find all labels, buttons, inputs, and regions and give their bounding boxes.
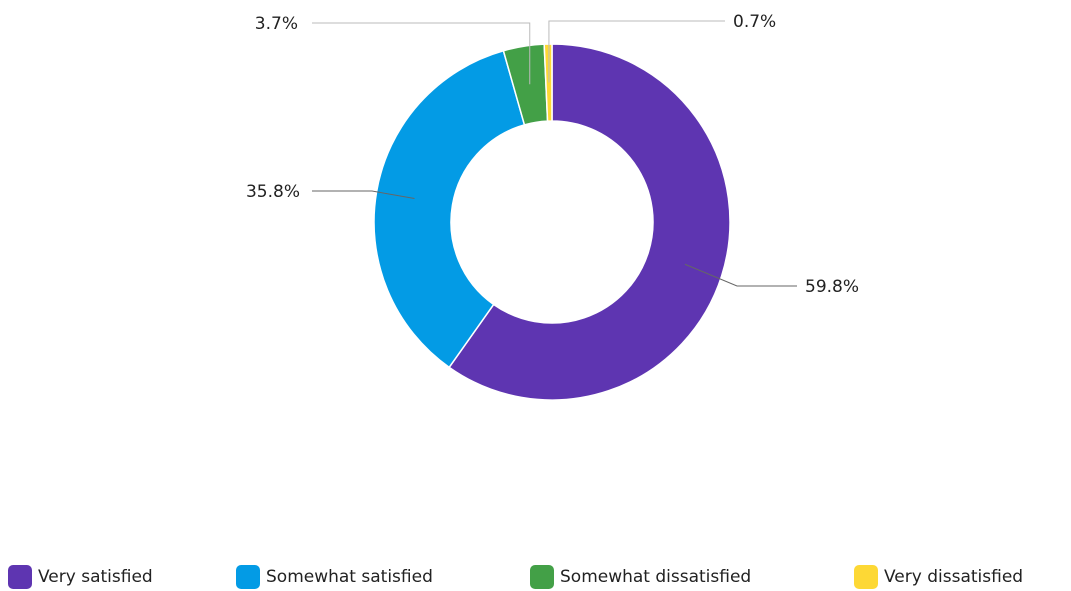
chart-legend: Very satisfied Somewhat satisfied Somewh… bbox=[8, 564, 1068, 590]
donut-chart: 59.8% 35.8% 3.7% 0.7% bbox=[246, 12, 859, 401]
data-label-very-dissatisfied: 0.7% bbox=[733, 12, 776, 32]
leader-line-somewhat-satisfied bbox=[312, 190, 415, 199]
chart-slices bbox=[373, 43, 731, 401]
legend-swatch bbox=[854, 565, 878, 589]
leader-line-somewhat-dissatisfied bbox=[312, 22, 531, 85]
legend-item-very-dissatisfied[interactable]: Very dissatisfied bbox=[854, 564, 1023, 590]
data-label-somewhat-dissatisfied: 3.7% bbox=[255, 14, 298, 34]
legend-swatch bbox=[236, 565, 260, 589]
legend-item-somewhat-satisfied[interactable]: Somewhat satisfied bbox=[236, 564, 433, 590]
slice-somewhat-satisfied[interactable] bbox=[373, 49, 526, 369]
legend-label: Very satisfied bbox=[38, 567, 153, 587]
slice-very-satisfied[interactable] bbox=[448, 43, 731, 401]
chart-leader-lines bbox=[312, 20, 797, 287]
data-label-very-satisfied: 59.8% bbox=[805, 277, 859, 297]
legend-item-somewhat-dissatisfied[interactable]: Somewhat dissatisfied bbox=[530, 564, 751, 590]
legend-label: Very dissatisfied bbox=[884, 567, 1024, 587]
chart-data-labels: 59.8% 35.8% 3.7% 0.7% bbox=[246, 12, 859, 297]
legend-label: Somewhat dissatisfied bbox=[560, 567, 752, 587]
slice-very-dissatisfied[interactable] bbox=[543, 43, 553, 122]
leader-line-very-satisfied bbox=[684, 263, 797, 287]
legend-swatch bbox=[530, 565, 554, 589]
data-label-somewhat-satisfied: 35.8% bbox=[246, 182, 300, 202]
leader-line-very-dissatisfied bbox=[548, 20, 725, 83]
legend-label: Somewhat satisfied bbox=[266, 567, 433, 587]
legend-item-very-satisfied[interactable]: Very satisfied bbox=[8, 564, 153, 590]
legend-swatch bbox=[8, 565, 32, 589]
